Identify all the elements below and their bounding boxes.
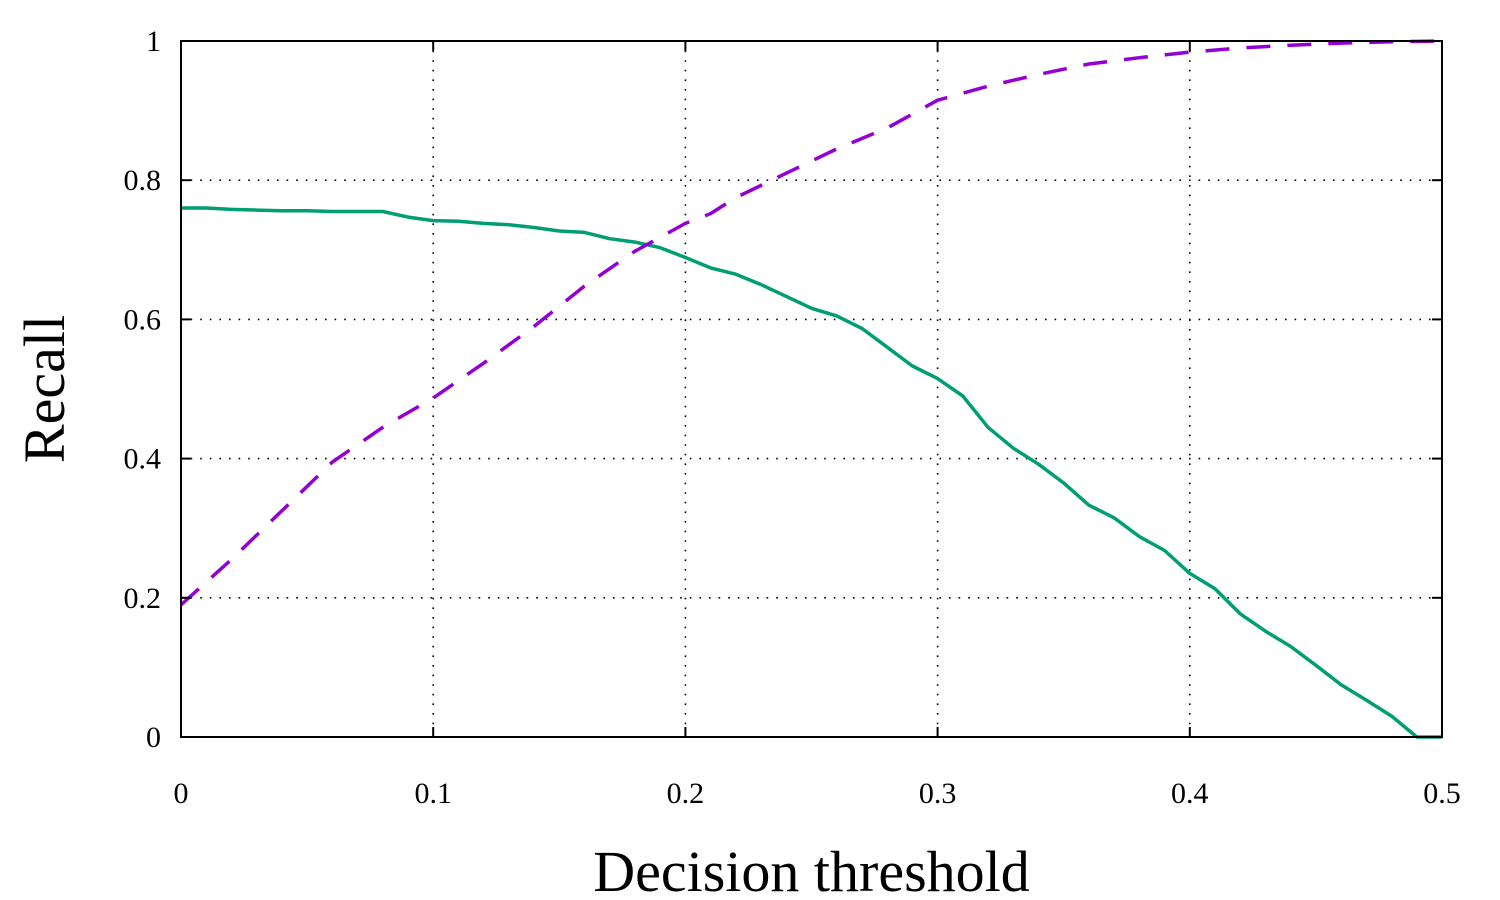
x-tick-label: 0 xyxy=(174,777,189,810)
x-axis-title: Decision threshold xyxy=(593,839,1030,900)
x-tick-label: 0.2 xyxy=(667,777,705,810)
y-tick-label: 0 xyxy=(146,721,161,754)
y-tick-label: 0.2 xyxy=(124,582,162,615)
y-tick-label: 1 xyxy=(146,25,161,58)
x-tick-label: 0.3 xyxy=(919,777,957,810)
ticks: 0 0.1 0.2 0.3 0.4 0.5 0 0.2 0.4 0.6 0.8 1 xyxy=(124,25,1461,810)
series-line-dashed-purple xyxy=(179,39,1443,607)
x-tick-label: 0.5 xyxy=(1423,777,1461,810)
series-layer xyxy=(179,39,1443,739)
y-tick-label: 0.6 xyxy=(124,303,162,336)
grid xyxy=(181,41,1442,737)
y-tick-label: 0.8 xyxy=(124,164,162,197)
plot-frame xyxy=(180,40,1443,738)
series-line-solid-green xyxy=(181,206,1442,739)
y-axis-title: Recall xyxy=(12,315,77,463)
x-tick-label: 0.4 xyxy=(1171,777,1209,810)
x-tick-label: 0.1 xyxy=(414,777,452,810)
y-tick-label: 0.4 xyxy=(124,443,162,476)
